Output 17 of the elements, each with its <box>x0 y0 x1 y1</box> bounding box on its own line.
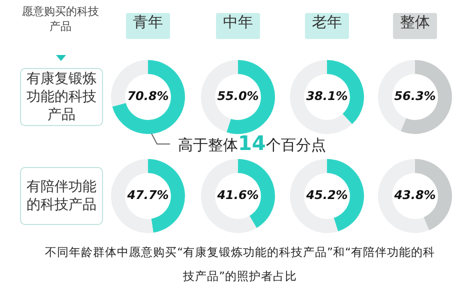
chart-title: 青年 <box>126 13 170 39</box>
data-label: 47.7% <box>126 188 169 202</box>
data-label: 43.8% <box>393 188 436 202</box>
data-label: 38.1% <box>306 89 348 104</box>
text: 不同年龄群体中愿意购买“有康复锻炼功能的科技产品”和“有陪伴功能的科技产品”的照护者占比 <box>44 244 436 285</box>
text: 高于整体14个百分点 <box>178 131 326 155</box>
data-label: 70.8% <box>127 89 169 104</box>
chart-title: 中年 <box>216 13 260 39</box>
text: 有陪伴功能的科技产品 <box>20 167 103 225</box>
chart-title: 整体 <box>393 13 437 39</box>
text: 愿意购买的科技产品 <box>21 4 100 34</box>
data-label: 45.2% <box>305 188 348 202</box>
data-label: 55.0% <box>217 89 259 104</box>
chart-title: 老年 <box>305 13 349 39</box>
data-label: 41.6% <box>216 188 259 202</box>
data-label: 56.3% <box>394 89 436 104</box>
text: 有康复锻炼功能的科技产品 <box>20 68 103 126</box>
